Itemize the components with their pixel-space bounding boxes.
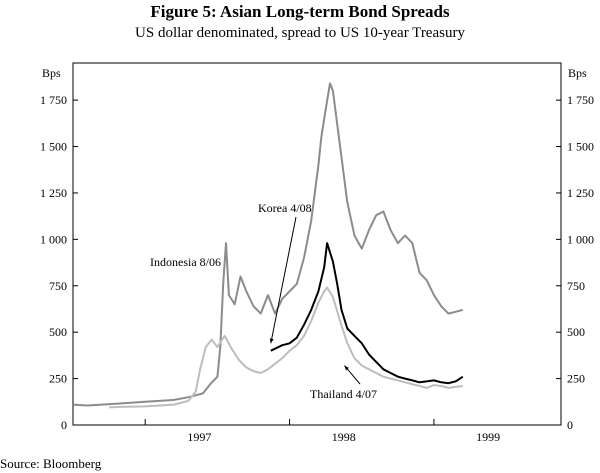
series-line-thailand <box>109 286 463 409</box>
y-tick-label-right: 500 <box>567 325 585 339</box>
y-tick-label-right: 0 <box>567 418 573 432</box>
chart-subtitle: US dollar denominated, spread to US 10-y… <box>135 25 465 41</box>
y-tick-label-right: 1 000 <box>567 232 594 246</box>
y-tick-label-left: 750 <box>49 279 67 293</box>
annotation-leader-korea <box>270 216 297 344</box>
annotation-label-korea: Korea 4/08 <box>258 201 312 215</box>
x-tick-label: 1999 <box>476 430 500 444</box>
y-tick-label-right: 750 <box>567 279 585 293</box>
y-tick-label-right: 1 250 <box>567 186 594 200</box>
annotation-arrowhead-thailand <box>344 365 349 371</box>
chart-title: Figure 5: Asian Long-term Bond Spreads <box>150 2 450 21</box>
annotation-label-thailand: Thailand 4/07 <box>310 387 377 401</box>
y-tick-label-right: 250 <box>567 372 585 386</box>
y-axis-label-right: Bps <box>568 66 587 80</box>
series-line-indonesia <box>72 82 464 407</box>
y-tick-label-right: 1 500 <box>567 140 594 154</box>
y-tick-label-left: 1 750 <box>40 93 67 107</box>
x-tick-label: 1998 <box>332 430 356 444</box>
y-tick-label-left: 0 <box>61 418 67 432</box>
series-line-korea <box>270 242 464 385</box>
y-tick-label-left: 500 <box>49 325 67 339</box>
x-ticks: 1997 1998 1999 <box>187 430 500 444</box>
y-tick-label-left: 1 000 <box>40 232 67 246</box>
y-tick-label-left: 1 500 <box>40 140 67 154</box>
annotation-label-indonesia: Indonesia 8/06 <box>150 255 221 269</box>
source-note: Source: Bloomberg <box>0 456 102 471</box>
y-tick-label-left: 1 250 <box>40 186 67 200</box>
annotation-arrowhead-korea <box>269 338 274 344</box>
plot-frame <box>72 62 562 426</box>
series-layer <box>72 82 464 409</box>
year-dividers <box>144 419 435 425</box>
annotation-layer: Korea 4/08 Indonesia 8/06 Thailand 4/07 <box>150 201 377 401</box>
y-axis-label-left: Bps <box>42 66 61 80</box>
x-tick-label: 1997 <box>187 430 211 444</box>
y-tick-label-left: 250 <box>49 372 67 386</box>
y-tick-label-right: 1 750 <box>567 93 594 107</box>
y-ticks: 0 0 250 250 500 500 750 750 1 000 1 000 1 250 1 250… <box>40 93 594 432</box>
